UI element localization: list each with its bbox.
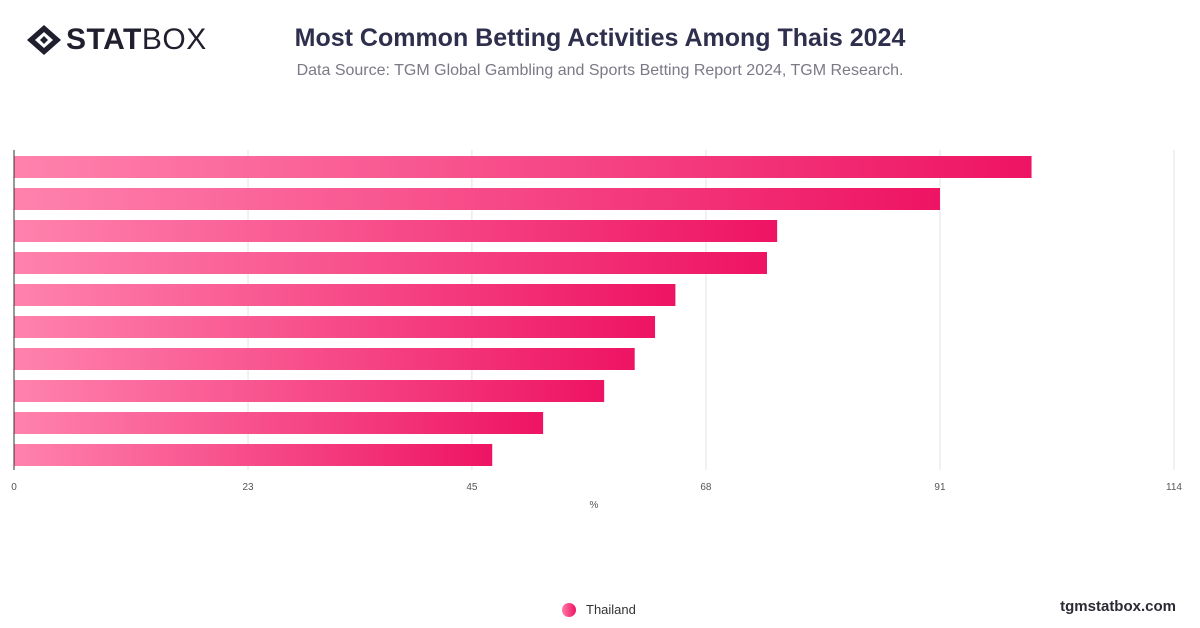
chart-title: Most Common Betting Activities Among Tha…: [294, 24, 906, 52]
x-tick-label: 23: [242, 482, 254, 493]
x-tick-label: 91: [934, 482, 946, 493]
bar[interactable]: [14, 156, 1032, 178]
bar[interactable]: [14, 444, 493, 466]
bar[interactable]: [14, 348, 635, 370]
bars: [14, 156, 1032, 466]
statbox-diamond-icon: [27, 25, 61, 55]
legend[interactable]: Thailand: [562, 602, 636, 617]
legend-swatch: [562, 602, 576, 617]
x-tick-label: 68: [700, 482, 712, 493]
logo-text: STATBOX: [66, 24, 207, 56]
bar[interactable]: [14, 188, 940, 210]
statbox-logo: STATBOX: [26, 24, 207, 56]
bar[interactable]: [14, 220, 778, 242]
bar[interactable]: [14, 316, 656, 338]
x-tick-label: 0: [11, 482, 17, 493]
site-url: tgmstatbox.com: [1060, 598, 1176, 615]
chart-subtitle: Data Source: TGM Global Gambling and Spo…: [296, 62, 904, 79]
x-tick-label: 45: [466, 482, 478, 493]
legend-label: Thailand: [586, 602, 636, 617]
bar[interactable]: [14, 252, 767, 274]
bar[interactable]: [14, 412, 544, 434]
bar[interactable]: [14, 380, 605, 402]
x-tick-label: 114: [1166, 482, 1182, 493]
x-axis-ticks: 0 23 45 68 91 114: [11, 482, 1182, 493]
logo-text-light: BOX: [141, 23, 207, 56]
x-axis-label: %: [590, 500, 599, 511]
bar[interactable]: [14, 284, 676, 306]
logo-text-bold: STAT: [66, 23, 142, 56]
